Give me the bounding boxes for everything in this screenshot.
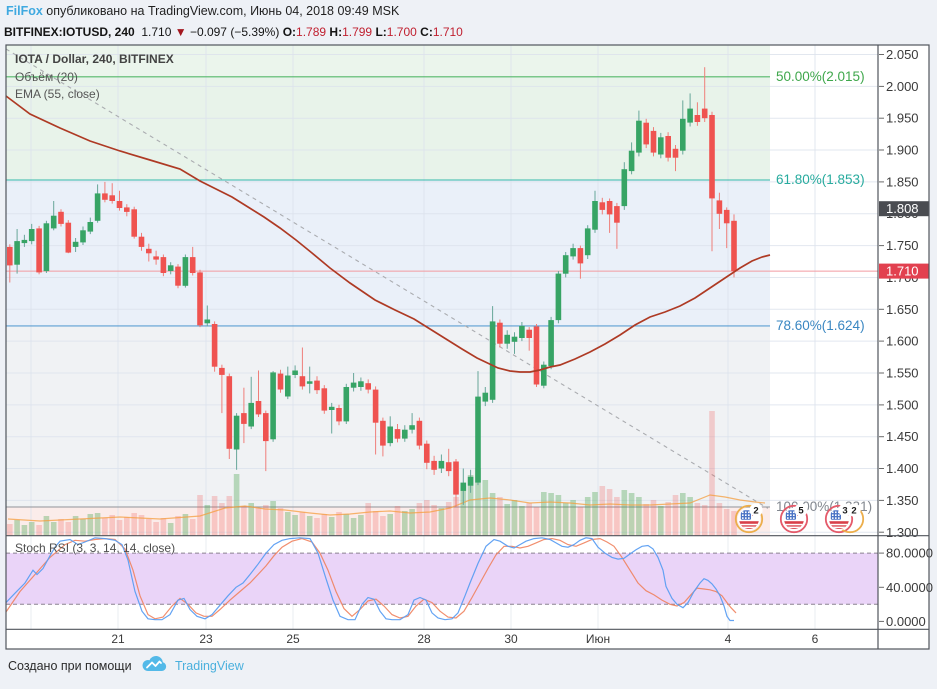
svg-text:1.400: 1.400: [886, 461, 919, 476]
svg-text:1.600: 1.600: [886, 334, 919, 349]
svg-text:21: 21: [111, 632, 125, 646]
svg-text:25: 25: [286, 632, 300, 646]
svg-text:5: 5: [798, 505, 804, 516]
svg-text:1.300: 1.300: [886, 525, 919, 540]
svg-text:1.850: 1.850: [886, 174, 919, 189]
svg-text:28: 28: [417, 632, 431, 646]
svg-text:1.808: 1.808: [886, 201, 919, 216]
svg-text:1.550: 1.550: [886, 366, 919, 381]
svg-text:30: 30: [504, 632, 518, 646]
svg-text:1.750: 1.750: [886, 238, 919, 253]
svg-text:2: 2: [753, 505, 758, 516]
svg-text:1.450: 1.450: [886, 429, 919, 444]
svg-text:50.00%(2.015): 50.00%(2.015): [776, 69, 865, 84]
svg-text:2: 2: [851, 505, 856, 516]
svg-text:2.000: 2.000: [886, 79, 919, 94]
svg-text:61.80%(1.853): 61.80%(1.853): [776, 172, 865, 187]
svg-text:1.900: 1.900: [886, 143, 919, 158]
svg-text:1.350: 1.350: [886, 493, 919, 508]
svg-text:78.60%(1.624): 78.60%(1.624): [776, 318, 865, 333]
svg-text:Объём (20): Объём (20): [15, 70, 78, 84]
svg-text:Stoch RSI (3, 3, 14, 14, close: Stoch RSI (3, 3, 14, 14, close): [15, 541, 175, 555]
svg-text:1.500: 1.500: [886, 397, 919, 412]
svg-text:0.0000: 0.0000: [886, 614, 926, 629]
svg-text:1.950: 1.950: [886, 111, 919, 126]
svg-text:3: 3: [842, 505, 847, 516]
svg-text:EMA (55, close): EMA (55, close): [15, 87, 100, 101]
svg-text:Июн: Июн: [586, 632, 610, 646]
svg-text:2.050: 2.050: [886, 47, 919, 62]
svg-text:1.650: 1.650: [886, 302, 919, 317]
svg-text:6: 6: [812, 632, 819, 646]
svg-text:1.710: 1.710: [886, 264, 919, 279]
svg-text:40.0000: 40.0000: [886, 580, 933, 595]
svg-text:80.0000: 80.0000: [886, 546, 933, 561]
svg-text:IOTA / Dollar, 240, BITFINEX: IOTA / Dollar, 240, BITFINEX: [15, 52, 174, 66]
svg-text:4: 4: [725, 632, 732, 646]
svg-text:23: 23: [199, 632, 213, 646]
